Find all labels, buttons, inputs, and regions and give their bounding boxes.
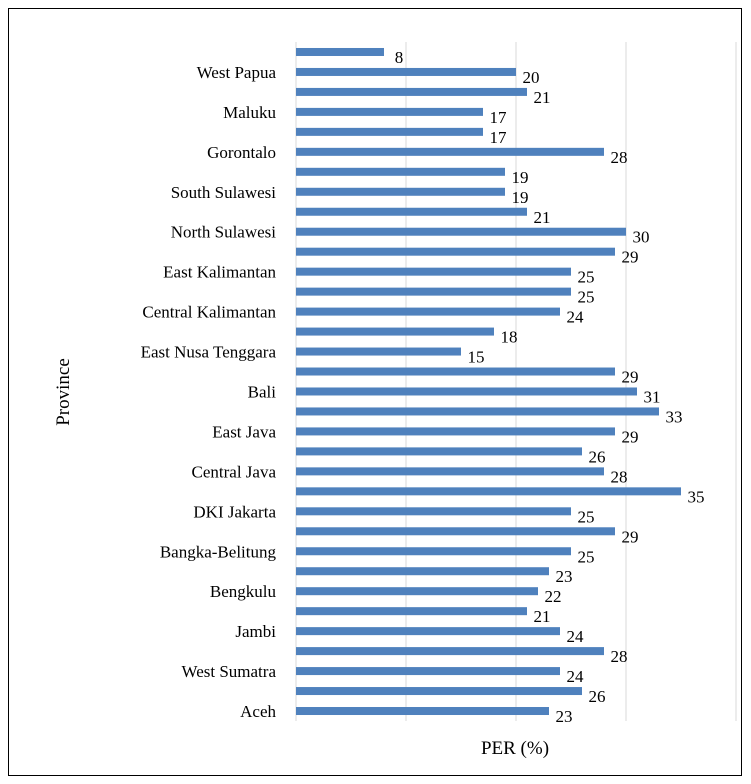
bar	[296, 667, 560, 676]
data-label: 25	[578, 507, 595, 526]
category-tick-label: Bali	[248, 382, 277, 401]
data-label: 19	[512, 188, 529, 207]
bar	[296, 47, 384, 56]
bar	[296, 207, 527, 216]
data-label: 25	[578, 268, 595, 287]
bar	[296, 587, 538, 596]
data-label: 24	[567, 308, 585, 327]
data-label: 23	[556, 567, 573, 586]
data-label: 24	[567, 627, 585, 646]
data-label: 21	[534, 607, 551, 626]
bar	[296, 367, 615, 376]
category-tick-label: South Sulawesi	[171, 183, 277, 202]
data-label: 31	[644, 387, 661, 406]
category-tick-label: North Sulawesi	[171, 223, 277, 242]
category-tick-label: Gorontalo	[207, 143, 276, 162]
data-label: 21	[534, 208, 551, 227]
bar	[296, 547, 571, 556]
bar	[296, 627, 560, 636]
data-label: 20	[523, 68, 540, 87]
data-label: 29	[622, 368, 639, 387]
data-label: 24	[567, 667, 585, 686]
bar	[296, 147, 604, 156]
bar	[296, 687, 582, 696]
data-label: 25	[578, 288, 595, 307]
data-label: 30	[633, 228, 650, 247]
bar	[296, 287, 571, 296]
category-tick-label: West Papua	[197, 63, 277, 82]
data-label: 29	[622, 427, 639, 446]
data-label: 18	[501, 328, 518, 347]
bar	[296, 427, 615, 436]
bar	[296, 307, 560, 316]
bar	[296, 187, 505, 196]
bar	[296, 327, 494, 336]
bar	[296, 647, 604, 656]
bar	[296, 167, 505, 176]
data-label: 26	[589, 687, 606, 706]
bar	[296, 387, 637, 396]
data-label: 28	[611, 148, 628, 167]
bar	[296, 607, 527, 616]
data-label: 8	[395, 48, 404, 67]
data-label: 35	[688, 487, 705, 506]
data-label: 33	[666, 407, 683, 426]
data-label: 29	[622, 248, 639, 267]
bar	[296, 267, 571, 276]
category-tick-label: Bengkulu	[210, 582, 277, 601]
data-label: 15	[468, 348, 485, 367]
bar	[296, 527, 615, 536]
category-tick-label: Aceh	[240, 702, 276, 721]
data-label: 22	[545, 587, 562, 606]
bar	[296, 447, 582, 456]
bar	[296, 67, 516, 76]
bar	[296, 247, 615, 256]
category-tick-label: West Sumatra	[182, 662, 277, 681]
bar	[296, 227, 626, 236]
bar	[296, 107, 483, 116]
category-tick-label: DKI Jakarta	[193, 502, 276, 521]
bar-chart: 2326242824212223252925352826293331291518…	[53, 42, 737, 759]
bar	[296, 87, 527, 96]
data-label: 21	[534, 88, 551, 107]
data-label: 19	[512, 168, 529, 187]
data-label: 17	[490, 108, 508, 127]
bar	[296, 347, 461, 356]
bar	[296, 707, 549, 716]
data-label: 23	[556, 707, 573, 726]
bar	[296, 487, 681, 496]
y-axis-title: Province	[53, 358, 74, 426]
category-tick-label: East Java	[212, 422, 276, 441]
category-tick-label: Jambi	[235, 622, 276, 641]
bar	[296, 467, 604, 476]
category-tick-label: Bangka-Belitung	[160, 542, 277, 561]
category-tick-label: Maluku	[223, 103, 276, 122]
bar	[296, 407, 659, 416]
category-tick-label: Central Java	[192, 462, 277, 481]
data-label: 29	[622, 527, 639, 546]
x-axis-title: PER (%)	[481, 738, 549, 759]
bar	[296, 127, 483, 136]
bar	[296, 507, 571, 516]
category-tick-label: East Kalimantan	[163, 263, 276, 282]
data-label: 26	[589, 447, 606, 466]
bar	[296, 567, 549, 576]
data-label: 28	[611, 647, 628, 666]
category-tick-label: Central Kalimantan	[142, 303, 276, 322]
data-label: 17	[490, 128, 508, 147]
data-label: 25	[578, 547, 595, 566]
category-tick-label: East Nusa Tenggara	[141, 343, 277, 362]
chart-frame: 23 26 24 28 24 21 22 23 25 29 25 35 28 26 29 33 31 29 15 18…	[8, 8, 742, 776]
data-label: 28	[611, 467, 628, 486]
